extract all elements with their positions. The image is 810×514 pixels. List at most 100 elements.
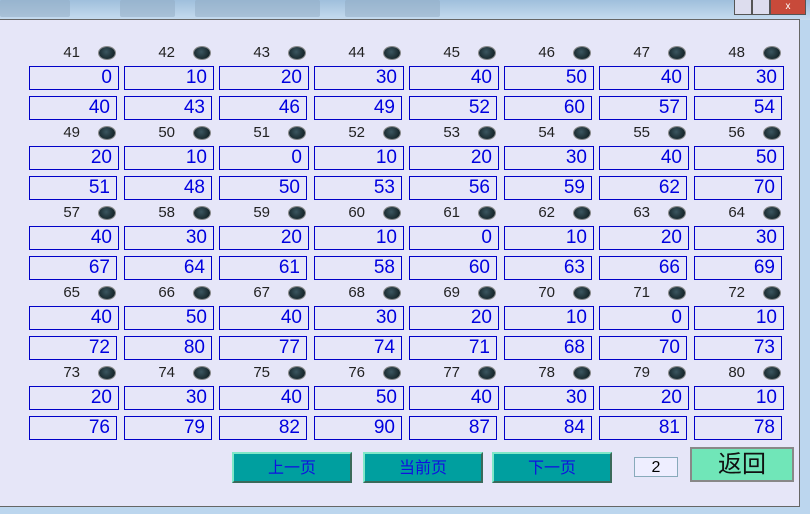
value-field[interactable]: 40 [409, 66, 499, 90]
secondary-value-field[interactable]: 70 [694, 176, 782, 200]
value-field[interactable]: 30 [504, 386, 594, 410]
secondary-value-field[interactable]: 87 [409, 416, 497, 440]
value-field[interactable]: 0 [409, 226, 499, 250]
status-led-icon [99, 127, 115, 139]
value-field[interactable]: 50 [124, 306, 214, 330]
secondary-value-field[interactable]: 53 [314, 176, 402, 200]
secondary-value-field[interactable]: 67 [29, 256, 117, 280]
value-field[interactable]: 40 [29, 226, 119, 250]
secondary-value-field[interactable]: 77 [219, 336, 307, 360]
channel-label: 63 [633, 204, 650, 221]
value-field[interactable]: 40 [599, 146, 689, 170]
next-page-button[interactable]: 下一页 [492, 452, 612, 483]
secondary-value-field[interactable]: 59 [504, 176, 592, 200]
value-field[interactable]: 10 [504, 226, 594, 250]
channel-label: 45 [443, 44, 460, 61]
close-button[interactable]: x [770, 0, 806, 15]
value-field[interactable]: 40 [219, 386, 309, 410]
value-field[interactable]: 20 [29, 386, 119, 410]
value-field[interactable]: 20 [29, 146, 119, 170]
value-field[interactable]: 30 [694, 226, 784, 250]
value-field[interactable]: 20 [599, 386, 689, 410]
secondary-value-field[interactable]: 43 [124, 96, 212, 120]
minimize-icon[interactable] [734, 0, 752, 15]
secondary-value-field[interactable]: 46 [219, 96, 307, 120]
status-led-icon [669, 287, 685, 299]
secondary-value-field[interactable]: 70 [599, 336, 687, 360]
secondary-value-field[interactable]: 66 [599, 256, 687, 280]
channel-label: 73 [63, 364, 80, 381]
value-field[interactable]: 0 [29, 66, 119, 90]
secondary-value-field[interactable]: 71 [409, 336, 497, 360]
value-field[interactable]: 30 [314, 66, 404, 90]
value-field[interactable]: 0 [219, 146, 309, 170]
secondary-value-field[interactable]: 78 [694, 416, 782, 440]
secondary-value-field[interactable]: 49 [314, 96, 402, 120]
secondary-value-field[interactable]: 72 [29, 336, 117, 360]
secondary-value-field[interactable]: 63 [504, 256, 592, 280]
maximize-icon[interactable] [752, 0, 770, 15]
secondary-value-field[interactable]: 64 [124, 256, 212, 280]
secondary-value-field[interactable]: 68 [504, 336, 592, 360]
value-field[interactable]: 30 [314, 306, 404, 330]
value-field[interactable]: 40 [409, 386, 499, 410]
secondary-value-field[interactable]: 60 [409, 256, 497, 280]
value-field[interactable]: 30 [504, 146, 594, 170]
secondary-value-field[interactable]: 80 [124, 336, 212, 360]
secondary-value-field[interactable]: 61 [219, 256, 307, 280]
value-field[interactable]: 30 [124, 386, 214, 410]
secondary-value-field[interactable]: 74 [314, 336, 402, 360]
value-field[interactable]: 40 [219, 306, 309, 330]
secondary-value-field[interactable]: 58 [314, 256, 402, 280]
secondary-value-field[interactable]: 40 [29, 96, 117, 120]
value-field[interactable]: 30 [124, 226, 214, 250]
secondary-value-field[interactable]: 48 [124, 176, 212, 200]
value-field[interactable]: 50 [314, 386, 404, 410]
value-field[interactable]: 50 [504, 66, 594, 90]
value-field[interactable]: 40 [599, 66, 689, 90]
secondary-value-field[interactable]: 76 [29, 416, 117, 440]
secondary-value-field[interactable]: 84 [504, 416, 592, 440]
secondary-value-field[interactable]: 50 [219, 176, 307, 200]
secondary-value-field[interactable]: 56 [409, 176, 497, 200]
value-field[interactable]: 10 [694, 306, 784, 330]
channel-label: 49 [63, 124, 80, 141]
secondary-value-field[interactable]: 69 [694, 256, 782, 280]
value-field[interactable]: 10 [504, 306, 594, 330]
value-field[interactable]: 10 [124, 146, 214, 170]
value-field[interactable]: 20 [409, 306, 499, 330]
value-field[interactable]: 10 [694, 386, 784, 410]
value-field[interactable]: 50 [694, 146, 784, 170]
status-led-icon [194, 367, 210, 379]
secondary-value-field[interactable]: 81 [599, 416, 687, 440]
status-led-icon [99, 207, 115, 219]
status-led-icon [384, 367, 400, 379]
value-field[interactable]: 30 [694, 66, 784, 90]
secondary-value-field[interactable]: 73 [694, 336, 782, 360]
value-field[interactable]: 10 [314, 226, 404, 250]
value-field[interactable]: 0 [599, 306, 689, 330]
blurred-taskbar [120, 0, 175, 17]
secondary-value-field[interactable]: 62 [599, 176, 687, 200]
value-field[interactable]: 20 [219, 66, 309, 90]
value-field[interactable]: 40 [29, 306, 119, 330]
secondary-value-field[interactable]: 51 [29, 176, 117, 200]
value-field[interactable]: 20 [219, 226, 309, 250]
secondary-value-field[interactable]: 90 [314, 416, 402, 440]
prev-page-button[interactable]: 上一页 [232, 452, 352, 483]
current-page-button[interactable]: 当前页 [363, 452, 483, 483]
secondary-value-field[interactable]: 57 [599, 96, 687, 120]
secondary-value-field[interactable]: 60 [504, 96, 592, 120]
value-field[interactable]: 20 [409, 146, 499, 170]
page-number-field[interactable]: 2 [634, 457, 678, 477]
channel-label: 68 [348, 284, 365, 301]
channel-label: 56 [728, 124, 745, 141]
value-field[interactable]: 20 [599, 226, 689, 250]
value-field[interactable]: 10 [124, 66, 214, 90]
secondary-value-field[interactable]: 82 [219, 416, 307, 440]
back-button[interactable]: 返回 [690, 447, 794, 482]
secondary-value-field[interactable]: 79 [124, 416, 212, 440]
value-field[interactable]: 10 [314, 146, 404, 170]
secondary-value-field[interactable]: 52 [409, 96, 497, 120]
secondary-value-field[interactable]: 54 [694, 96, 782, 120]
